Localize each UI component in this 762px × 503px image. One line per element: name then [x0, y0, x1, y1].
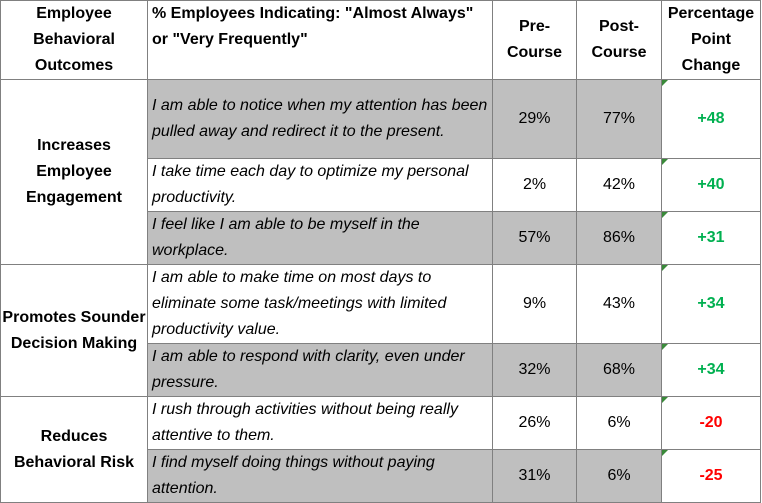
- header-outcomes: Employee Behavioral Outcomes: [0, 0, 148, 80]
- cell-marker-icon: [662, 397, 668, 403]
- cell-marker-icon: [662, 344, 668, 350]
- pre-course-value: 57%: [492, 211, 577, 265]
- change-value: +34: [697, 361, 725, 378]
- change-cell: +31: [661, 211, 761, 265]
- header-pre-course: Pre-Course: [492, 0, 577, 80]
- table-row: Reduces Behavioral Risk I rush through a…: [0, 396, 761, 503]
- change-cell: +40: [661, 158, 761, 212]
- change-value: +34: [697, 295, 725, 312]
- outcome-engagement: Increases Employee Engagement: [0, 79, 148, 265]
- pre-course-value: 26%: [492, 396, 577, 450]
- question-cell: I find myself doing things without payin…: [147, 449, 493, 503]
- cell-marker-icon: [662, 450, 668, 456]
- header-question: % Employees Indicating: "Almost Always" …: [147, 0, 493, 80]
- post-course-value: 6%: [576, 396, 662, 450]
- question-cell: I am able to make time on most days to e…: [147, 264, 493, 344]
- change-value: -20: [699, 414, 723, 431]
- pre-course-value: 32%: [492, 343, 577, 397]
- header-post-course: Post-Course: [576, 0, 662, 80]
- pre-course-value: 9%: [492, 264, 577, 344]
- cell-marker-icon: [662, 212, 668, 218]
- change-value: -25: [699, 467, 723, 484]
- post-course-value: 43%: [576, 264, 662, 344]
- header-change: Percentage Point Change: [661, 0, 761, 80]
- cell-marker-icon: [662, 80, 668, 86]
- pre-course-value: 2%: [492, 158, 577, 212]
- change-value: +48: [697, 110, 725, 127]
- pre-course-value: 31%: [492, 449, 577, 503]
- table-row: Promotes Sounder Decision Making I am ab…: [0, 264, 761, 397]
- post-course-value: 6%: [576, 449, 662, 503]
- cell-marker-icon: [662, 159, 668, 165]
- cell-marker-icon: [662, 265, 668, 271]
- change-value: +31: [697, 229, 725, 246]
- pre-course-value: 29%: [492, 79, 577, 159]
- table-row: I am able to respond with clarity, even …: [1, 343, 761, 397]
- post-course-value: 77%: [576, 79, 662, 159]
- header-row: Employee Behavioral Outcomes % Employees…: [0, 0, 761, 80]
- outcome-behavioral-risk: Reduces Behavioral Risk: [0, 396, 148, 503]
- change-cell: -20: [661, 396, 761, 450]
- question-cell: I take time each day to optimize my pers…: [147, 158, 493, 212]
- question-cell: I feel like I am able to be myself in th…: [147, 211, 493, 265]
- change-cell: +34: [661, 264, 761, 344]
- change-value: +40: [697, 176, 725, 193]
- post-course-value: 42%: [576, 158, 662, 212]
- change-cell: +48: [661, 79, 761, 159]
- change-cell: -25: [661, 449, 761, 503]
- post-course-value: 86%: [576, 211, 662, 265]
- question-cell: I am able to notice when my attention ha…: [147, 79, 493, 159]
- table-row: I feel like I am able to be myself in th…: [1, 211, 761, 265]
- post-course-value: 68%: [576, 343, 662, 397]
- table-row: I take time each day to optimize my pers…: [1, 158, 761, 212]
- change-cell: +34: [661, 343, 761, 397]
- question-cell: I rush through activities without being …: [147, 396, 493, 450]
- table-row: Increases Employee Engagement I am able …: [0, 79, 761, 265]
- outcome-decision-making: Promotes Sounder Decision Making: [0, 264, 148, 397]
- question-cell: I am able to respond with clarity, even …: [147, 343, 493, 397]
